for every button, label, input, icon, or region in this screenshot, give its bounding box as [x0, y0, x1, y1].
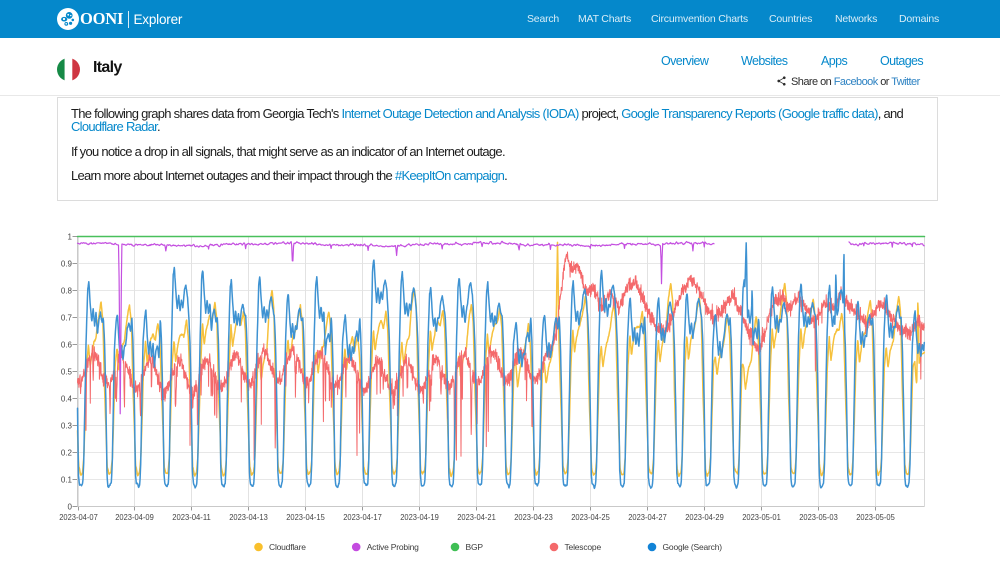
- svg-text:2023-04-27: 2023-04-27: [628, 513, 667, 522]
- svg-text:2023-04-09: 2023-04-09: [115, 513, 154, 522]
- svg-text:2023-04-15: 2023-04-15: [286, 513, 325, 522]
- svg-text:0.2: 0.2: [61, 448, 73, 457]
- svg-text:Google (Search): Google (Search): [663, 542, 723, 552]
- svg-text:2023-04-07: 2023-04-07: [59, 513, 98, 522]
- svg-text:0.1: 0.1: [61, 475, 73, 484]
- svg-text:0.4: 0.4: [61, 394, 73, 403]
- svg-text:0: 0: [68, 502, 73, 511]
- svg-text:2023-05-05: 2023-05-05: [856, 513, 895, 522]
- svg-text:1: 1: [68, 232, 73, 241]
- svg-text:2023-04-29: 2023-04-29: [685, 513, 724, 522]
- svg-text:2023-05-03: 2023-05-03: [799, 513, 838, 522]
- svg-text:0.8: 0.8: [61, 286, 73, 295]
- svg-text:2023-04-25: 2023-04-25: [571, 513, 610, 522]
- svg-text:Cloudflare: Cloudflare: [269, 542, 306, 552]
- svg-text:2023-04-11: 2023-04-11: [172, 513, 211, 522]
- svg-text:0.5: 0.5: [61, 367, 73, 376]
- svg-text:2023-05-01: 2023-05-01: [742, 513, 781, 522]
- svg-text:0.7: 0.7: [61, 313, 73, 322]
- svg-text:Telescope: Telescope: [565, 542, 602, 552]
- svg-text:0.9: 0.9: [61, 259, 73, 268]
- svg-text:2023-04-23: 2023-04-23: [514, 513, 553, 522]
- svg-text:0.3: 0.3: [61, 421, 73, 430]
- svg-text:Active Probing: Active Probing: [367, 542, 419, 552]
- svg-text:2023-04-21: 2023-04-21: [457, 513, 496, 522]
- svg-text:2023-04-17: 2023-04-17: [343, 513, 382, 522]
- svg-text:2023-04-19: 2023-04-19: [400, 513, 439, 522]
- svg-text:0.6: 0.6: [61, 340, 73, 349]
- svg-text:BGP: BGP: [466, 542, 484, 552]
- svg-text:2023-04-13: 2023-04-13: [229, 513, 268, 522]
